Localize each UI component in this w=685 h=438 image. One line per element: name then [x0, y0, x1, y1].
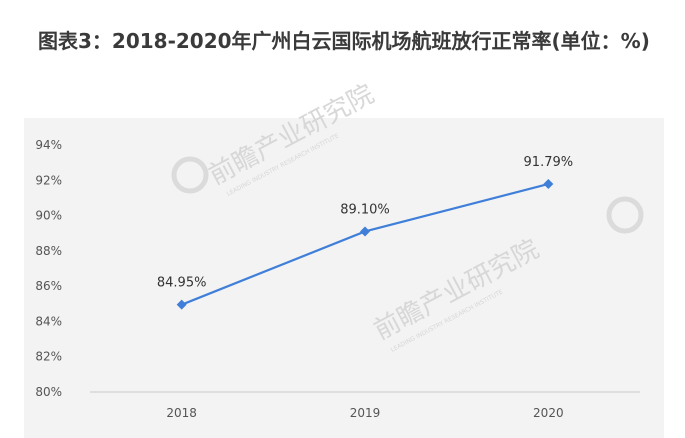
watermark-brand-text: 前瞻产业研究院	[204, 79, 379, 191]
watermark-logo-icon-2	[606, 196, 644, 234]
y-tick-label: 82%	[35, 350, 62, 364]
y-axis: 80% 82% 84% 86% 88% 90% 92% 94%	[35, 138, 62, 399]
watermark: 前瞻产业研究院 LEADING INDUSTRY RESEARCH INSTIT…	[171, 79, 644, 354]
watermark-logo-icon	[171, 156, 209, 194]
data-label: 91.79%	[524, 155, 574, 170]
y-tick-label: 80%	[35, 385, 62, 399]
y-tick-label: 88%	[35, 244, 62, 258]
x-axis: 2018 2019 2020	[166, 406, 563, 420]
x-tick-label: 2019	[350, 406, 381, 420]
data-label: 84.95%	[157, 276, 207, 291]
watermark-brand-text-2: 前瞻产业研究院	[369, 234, 544, 346]
x-tick-label: 2018	[166, 406, 197, 420]
series-markers	[176, 178, 554, 310]
chart-title: 图表3：2018-2020年广州白云国际机场航班放行正常率(单位：%)	[38, 29, 650, 53]
y-tick-label: 94%	[35, 138, 62, 152]
y-tick-label: 92%	[35, 173, 62, 187]
y-tick-label: 84%	[35, 314, 62, 328]
data-label: 89.10%	[340, 202, 390, 217]
data-point-marker	[176, 299, 187, 310]
y-tick-label: 86%	[35, 279, 62, 293]
data-point-marker	[360, 226, 370, 237]
data-labels: 84.95% 89.10% 91.79%	[157, 155, 573, 291]
chart-background-panel	[24, 118, 664, 438]
x-tick-label: 2020	[533, 406, 564, 420]
data-point-marker	[543, 178, 554, 189]
y-tick-label: 90%	[35, 209, 62, 223]
